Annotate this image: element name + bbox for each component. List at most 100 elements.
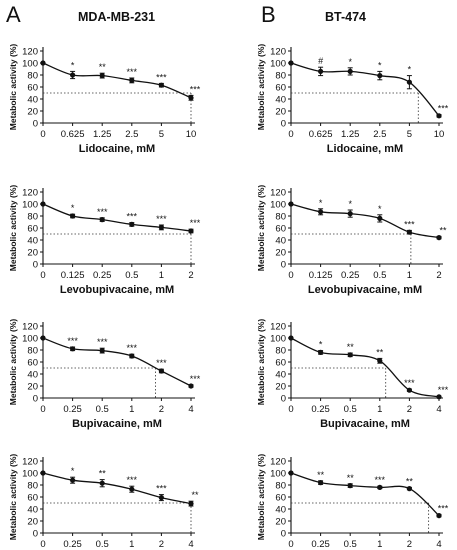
y-tick-label: 20 [275, 381, 286, 392]
y-tick-label: 0 [281, 393, 286, 404]
y-tick-label: 20 [275, 106, 286, 117]
x-axis-label: Lidocaine, mM [79, 143, 155, 155]
data-point [70, 346, 76, 352]
data-point [406, 79, 412, 85]
y-tick-label: 20 [27, 516, 38, 527]
x-tick-label: 0.625 [61, 129, 85, 140]
data-point [406, 486, 412, 492]
significance-marker: * [71, 466, 75, 476]
y-tick-label: 80 [27, 211, 38, 222]
y-tick-label: 60 [275, 357, 286, 368]
data-point [129, 353, 135, 359]
data-point [288, 201, 294, 207]
y-tick-label: 60 [27, 357, 38, 368]
significance-marker: ** [376, 347, 384, 357]
data-point [347, 68, 353, 74]
y-tick-label: 20 [27, 381, 38, 392]
significance-marker: ** [347, 342, 355, 352]
y-tick-label: 100 [270, 58, 286, 69]
x-tick-label: 0.5 [96, 539, 109, 550]
y-tick-label: 120 [22, 187, 38, 198]
data-point [158, 495, 164, 501]
y-tick-label: 80 [27, 70, 38, 81]
significance-marker: ** [347, 473, 355, 483]
series-line [42, 62, 192, 99]
y-tick-label: 40 [27, 504, 38, 515]
y-tick-label: 80 [27, 480, 38, 491]
x-tick-label: 0.125 [309, 270, 333, 281]
y-axis-label: Metabolic activity (%) [256, 185, 266, 272]
x-tick-label: 0.25 [63, 404, 82, 415]
data-point [377, 358, 383, 364]
data-point [188, 228, 194, 234]
y-tick-label: 100 [270, 333, 286, 344]
x-tick-label: 2 [407, 404, 412, 415]
x-tick-label: 0.5 [344, 539, 357, 550]
significance-marker: *** [127, 67, 138, 77]
y-axis-label: Metabolic activity (%) [256, 44, 266, 131]
significance-marker: * [378, 204, 382, 214]
x-tick-label: 1.25 [341, 129, 360, 140]
x-tick-label: 0.5 [373, 270, 386, 281]
data-point [70, 72, 76, 78]
x-tick-label: 5 [159, 129, 164, 140]
data-point [377, 484, 383, 490]
significance-marker: ** [191, 490, 199, 500]
y-axis-label: Metabolic activity (%) [8, 454, 18, 541]
data-point [99, 348, 105, 354]
series-line [290, 62, 440, 117]
x-tick-label: 0.25 [93, 270, 112, 281]
series-line [290, 472, 440, 517]
data-point [377, 215, 383, 221]
data-point [129, 77, 135, 83]
data-point [70, 477, 76, 483]
y-axis-label: Metabolic activity (%) [8, 319, 18, 406]
data-point [188, 501, 194, 507]
y-tick-label: 0 [33, 528, 38, 539]
panel-title-a: MDA-MB-231 [78, 10, 156, 24]
x-tick-label: 0 [40, 404, 45, 415]
significance-marker: *** [156, 214, 167, 224]
y-tick-label: 20 [27, 106, 38, 117]
y-axis-label: Metabolic activity (%) [256, 319, 266, 406]
significance-marker: * [319, 340, 323, 350]
y-tick-label: 120 [270, 321, 286, 332]
y-tick-label: 20 [275, 516, 286, 527]
significance-marker: * [378, 60, 382, 70]
data-point [188, 95, 194, 101]
y-tick-label: 80 [275, 211, 286, 222]
data-point [318, 68, 324, 74]
x-tick-label: 2.5 [373, 129, 386, 140]
data-point [288, 60, 294, 66]
x-tick-label: 2 [188, 270, 193, 281]
x-axis-label: Levobupivacaine, mM [308, 284, 422, 296]
x-tick-label: 0 [40, 129, 45, 140]
y-axis-label: Metabolic activity (%) [256, 454, 266, 541]
significance-marker: *** [127, 343, 138, 353]
data-point [406, 229, 412, 235]
x-tick-label: 5 [407, 129, 412, 140]
y-tick-label: 0 [33, 118, 38, 129]
y-tick-label: 40 [275, 94, 286, 105]
x-tick-label: 0 [40, 270, 45, 281]
y-tick-label: 60 [275, 492, 286, 503]
data-point [347, 352, 353, 358]
panel-letter-b: B [261, 2, 276, 27]
data-point [40, 335, 46, 341]
y-tick-label: 80 [27, 345, 38, 356]
significance-marker: ** [406, 476, 414, 486]
significance-marker: *** [97, 337, 108, 347]
significance-marker: *** [404, 219, 415, 229]
significance-marker: *** [438, 385, 449, 395]
x-axis-label: Bupivacaine, mM [320, 418, 410, 430]
data-point [288, 470, 294, 476]
y-tick-label: 0 [281, 259, 286, 270]
x-tick-label: 0.5 [125, 270, 138, 281]
significance-marker: *** [438, 104, 449, 114]
series-line [290, 337, 440, 398]
